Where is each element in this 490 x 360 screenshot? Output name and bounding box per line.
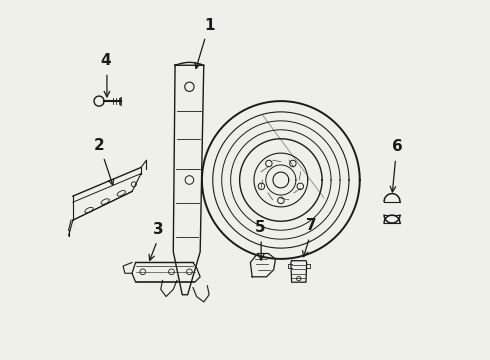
- Text: 5: 5: [255, 220, 266, 234]
- Text: 4: 4: [100, 53, 111, 68]
- Text: 7: 7: [306, 218, 317, 233]
- Text: 6: 6: [392, 139, 403, 154]
- Text: 3: 3: [153, 222, 164, 237]
- Text: 2: 2: [93, 138, 104, 153]
- Text: 1: 1: [204, 18, 215, 33]
